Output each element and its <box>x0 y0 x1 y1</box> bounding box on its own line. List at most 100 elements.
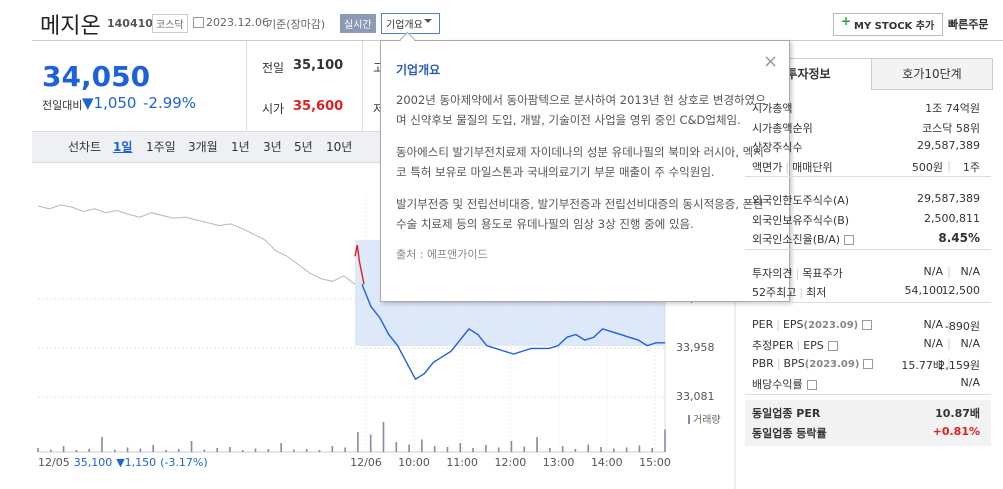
chart-tab[interactable]: 3년 <box>263 140 282 154</box>
row-value: 코스닥 58위 <box>922 121 980 135</box>
chart-tab[interactable]: 1일 <box>113 140 133 154</box>
chart-tab[interactable]: 1주일 <box>146 140 176 154</box>
price-line <box>37 204 356 285</box>
separator: | <box>947 356 951 370</box>
volume-bar <box>37 448 39 452</box>
label-part: 최저 <box>806 286 827 299</box>
volume-bar <box>369 434 372 452</box>
footer-close: 35,100 <box>74 456 113 469</box>
row-value: 2,159원 <box>938 358 980 372</box>
chart-type: 선차트 <box>68 140 102 154</box>
label-part: PBR <box>752 356 774 370</box>
volume-bar <box>75 450 78 452</box>
info-row: 시가총액순위 코스닥 58위 <box>752 120 980 138</box>
separator: | <box>776 356 781 370</box>
label-part: (2023.09) <box>804 358 860 370</box>
chart-tab[interactable]: 1년 <box>231 140 250 154</box>
row-label: 시가총액순위 <box>752 120 813 136</box>
volume-bar <box>459 443 462 452</box>
separator: | <box>785 160 790 174</box>
volume-bar <box>216 448 218 452</box>
row-value: 29,587,389 <box>917 192 980 205</box>
chart-tab[interactable]: 3개월 <box>188 140 218 154</box>
help-icon <box>844 235 855 245</box>
info-row: 외국인소진율(B/A) 8.45% <box>752 231 980 249</box>
x-tick-label: 15:00 <box>639 456 671 469</box>
volume-bar <box>357 432 359 452</box>
separator: | <box>947 337 951 350</box>
quick-order[interactable]: 빠른주문 <box>948 18 989 31</box>
separator: | <box>799 286 804 299</box>
chart-tab[interactable]: 5년 <box>294 140 313 154</box>
label-part: 투자의견 <box>752 266 793 280</box>
stock-name: 메지온 <box>40 14 101 39</box>
row-label: 상장주식수 <box>752 139 803 155</box>
help-icon <box>806 380 817 390</box>
volume-bar <box>664 429 666 452</box>
separator: | <box>776 317 780 331</box>
my-stock-button[interactable]: MY STOCK 추가 <box>833 13 944 36</box>
volume-bar <box>472 448 474 452</box>
company-popup: 기업개요 2002년 동아제약에서 동아팜텍으로 분사하여 2013년 현 상호… <box>380 40 790 302</box>
footer-rate: (-3.17%) <box>160 456 208 469</box>
label-part: EPS <box>803 339 824 352</box>
volume-bar <box>254 448 257 452</box>
volume-bar <box>139 448 142 452</box>
row-value: 10.87배 <box>935 407 980 420</box>
label-part: 52주최고 <box>752 286 797 299</box>
row-value: N/A <box>960 264 980 278</box>
info-row: 배당수익률 N/A <box>752 376 980 394</box>
industry-row: 동일업종 PER 10.87배 <box>752 405 980 423</box>
low-label: 저 <box>373 102 385 116</box>
volume-bar <box>536 437 538 452</box>
volume-bar <box>638 445 641 452</box>
row-value: N/A <box>923 317 943 331</box>
row-label: 액면가 | 매매단위 <box>752 159 833 175</box>
volume-bar <box>280 443 282 452</box>
row-label: PER | EPS(2023.09) <box>752 317 873 331</box>
section-divider <box>745 301 991 303</box>
row-value: N/A <box>923 264 943 278</box>
info-row: 액면가 | 매매단위 500원 | 1주 <box>752 159 980 177</box>
row-value: 500원 <box>911 160 943 174</box>
info-button[interactable]: 기업개요 <box>381 13 440 34</box>
row-label: 외국인보유주식수(B) <box>752 212 849 228</box>
volume-bar <box>625 447 628 452</box>
divider <box>362 41 363 131</box>
x-tick-label: 11:00 <box>446 456 478 469</box>
date: 2023.12.06 <box>206 16 269 29</box>
volume-bar <box>395 442 398 452</box>
volume-bar <box>113 449 116 452</box>
label-part: 시가총액순위 <box>752 121 813 135</box>
volume-bar <box>433 446 436 452</box>
row-label: 투자의견 | 목표주가 <box>752 265 843 281</box>
x-tick-label: 14:00 <box>591 456 623 469</box>
volume-bar <box>485 445 487 452</box>
row-value: 2,500,811 <box>924 211 980 225</box>
info-row: 외국인한도주식수(A) 29,587,389 <box>752 192 980 210</box>
volume-bar <box>613 448 615 452</box>
volume-bar <box>344 447 346 452</box>
close-button[interactable]: × <box>763 51 779 72</box>
popup-paragraph: 발기부전증 및 전립선비대증, 발기부전증과 전립선비대증의 동시적응증, 폰탄… <box>396 197 764 231</box>
row-label: 배당수익률 <box>752 376 817 392</box>
section-divider <box>745 248 991 250</box>
section-divider <box>745 176 991 177</box>
chart-tab[interactable]: 10년 <box>326 140 353 154</box>
info-row: 추정PER | EPS N/A | N/A <box>752 337 980 355</box>
volume-bar <box>177 449 180 452</box>
row-label: 동일업종 PER <box>752 407 821 420</box>
volume-bar <box>561 446 564 452</box>
label-part: 외국인한도주식수(A) <box>752 194 850 207</box>
price-line <box>361 283 665 381</box>
popup-title: 기업개요 <box>396 63 441 77</box>
tab[interactable]: 호가10단계 <box>871 58 993 90</box>
volume-bar <box>241 450 244 452</box>
x-tick-label: 10:00 <box>398 456 430 469</box>
volume-bar <box>190 441 193 452</box>
calendar-icon <box>193 17 204 28</box>
row-value: 1조 74억원 <box>925 102 980 115</box>
row-value: 12,500 <box>941 284 981 297</box>
row-label: 시가총액 <box>752 100 792 116</box>
popup-paragraph: 동아에스티 발기부전치료제 자이데나의 성분 유데나필의 북미와 러시아, 멕시… <box>396 145 764 179</box>
